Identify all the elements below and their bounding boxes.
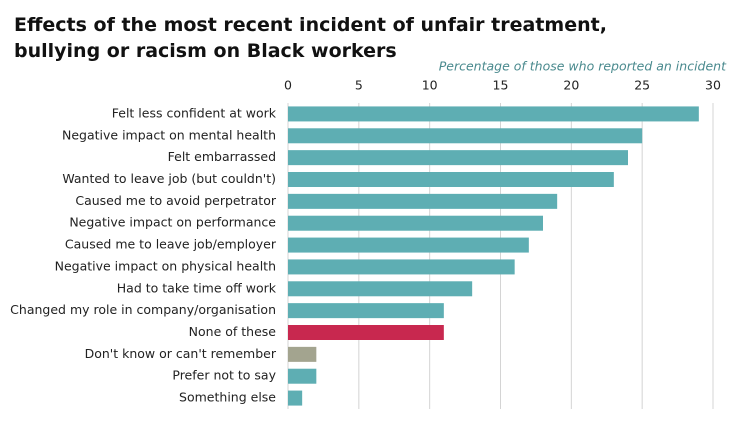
- bar: [288, 368, 317, 384]
- x-tick-label: 20: [563, 78, 579, 93]
- y-tick-label: Negative impact on mental health: [62, 127, 276, 142]
- x-axis-label: Percentage of those who reported an inci…: [439, 59, 727, 74]
- bar: [288, 106, 699, 122]
- bar: [288, 303, 444, 319]
- y-tick-label: Negative impact on physical health: [55, 258, 276, 273]
- bar: [288, 346, 317, 362]
- chart-title: Effects of the most recent incident of u…: [14, 14, 607, 62]
- y-tick-label: Caused me to leave job/employer: [65, 237, 277, 252]
- y-tick-label: Negative impact on performance: [69, 215, 276, 230]
- y-tick-label: None of these: [189, 324, 277, 339]
- bar: [288, 215, 543, 231]
- y-tick-label: Had to take time off work: [117, 280, 277, 295]
- bar: [288, 172, 614, 187]
- y-tick-label: Don't know or can't remember: [85, 346, 277, 361]
- y-tick-label: Wanted to leave job (but couldn't): [62, 171, 276, 186]
- bar: [288, 259, 515, 275]
- y-tick-label: Caused me to avoid perpetrator: [75, 193, 277, 208]
- bar: [288, 237, 529, 253]
- bar: [288, 150, 628, 166]
- x-tick-label: 5: [355, 78, 363, 93]
- x-tick-label: 30: [705, 78, 721, 93]
- y-tick-label: Prefer not to say: [172, 368, 276, 383]
- y-tick-label: Something else: [179, 390, 276, 405]
- bar: [288, 281, 473, 297]
- y-tick-label: Felt less confident at work: [112, 105, 277, 120]
- bar: [288, 193, 558, 209]
- x-tick-label: 15: [493, 78, 509, 93]
- bar: [288, 325, 444, 340]
- x-tick-label: 0: [284, 78, 292, 93]
- y-tick-label: Changed my role in company/organisation: [10, 302, 276, 317]
- y-tick-label: Felt embarrassed: [168, 149, 276, 164]
- x-tick-label: 25: [634, 78, 650, 93]
- bar: [288, 128, 643, 144]
- bar: [288, 390, 303, 406]
- x-tick-label: 10: [422, 78, 438, 93]
